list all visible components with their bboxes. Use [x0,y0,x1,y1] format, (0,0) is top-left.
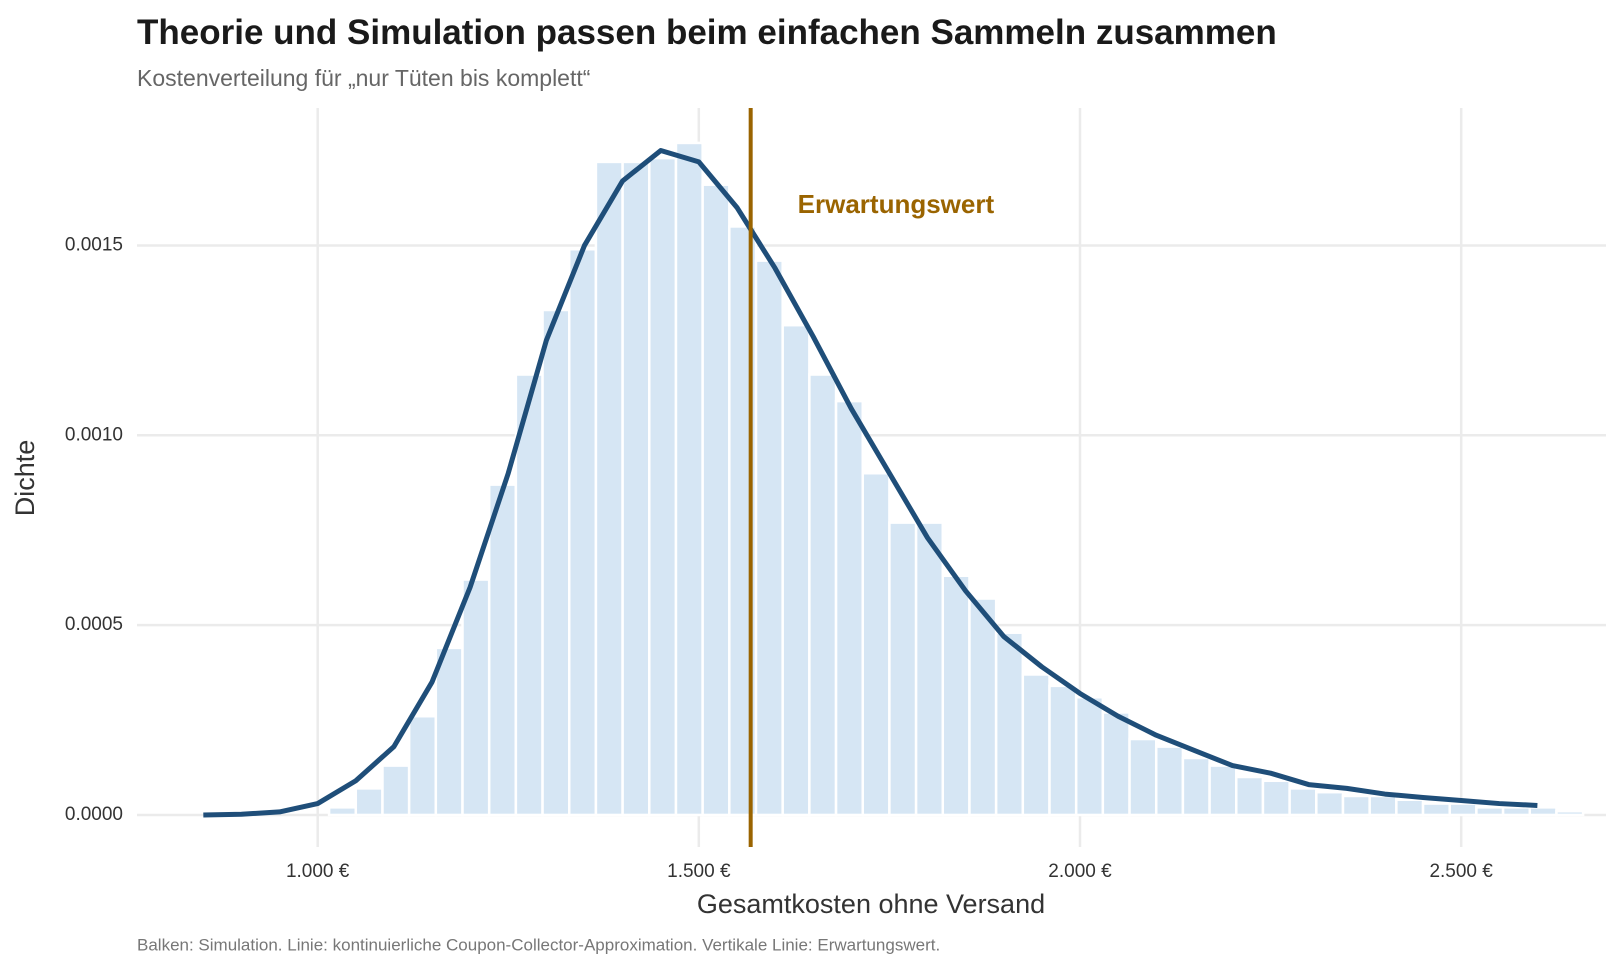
bar [1021,673,1051,817]
bar [1235,775,1265,817]
y-axis-title: Dichte [10,440,40,517]
bar [621,160,651,817]
bar [567,247,598,817]
bar [941,574,971,817]
bar [648,156,678,817]
x-tick-label: 1.500 € [667,861,731,882]
bar [754,259,784,817]
plot-area: Erwartungswert [203,108,1585,847]
bar [1315,790,1345,817]
bar [1528,806,1558,817]
bar [487,483,518,817]
chart-subtitle: Kostenverteilung für „nur Tüten bis komp… [137,65,590,91]
bar [808,373,838,817]
bar [1048,684,1078,817]
bar [407,714,438,817]
bar [1261,779,1291,817]
bar [1208,764,1238,817]
bar [1475,806,1505,817]
bar [1288,787,1318,817]
bar [1555,809,1585,817]
y-tick-label: 0.0005 [65,614,123,635]
y-tick-label: 0.0010 [65,424,123,445]
caption: Balken: Simulation. Linie: kontinuierlic… [137,935,940,954]
bar [834,399,864,817]
bar [914,521,945,817]
bar [1154,745,1185,817]
bar [1395,798,1425,817]
bar [994,631,1025,817]
bar [674,141,704,817]
bar [1501,806,1532,817]
bar [888,521,918,817]
bar [354,787,384,817]
bar [434,646,464,817]
bar [514,373,544,817]
bar [1074,696,1105,817]
x-tick-label: 2.500 € [1429,861,1493,882]
bar [461,578,491,817]
y-tick-label: 0.0015 [65,234,123,255]
y-tick-label: 0.0000 [65,804,123,825]
bar [541,308,571,817]
reference-label: Erwartungswert [798,189,995,219]
x-tick-label: 2.000 € [1048,861,1112,882]
x-axis-title: Gesamtkosten ohne Versand [697,889,1045,919]
x-tick-label: 1.000 € [286,861,350,882]
bar [1181,756,1211,817]
bar [968,597,998,817]
density-line [203,148,1538,818]
bar [861,471,891,817]
bar [594,160,624,817]
bar [1421,802,1451,817]
bar [1448,802,1478,817]
bar [1368,794,1398,817]
bar [327,806,358,817]
bar [1101,711,1131,817]
bar [781,323,811,817]
bar [1341,794,1371,817]
chart-title: Theorie und Simulation passen beim einfa… [137,13,1277,52]
bar [381,764,411,817]
bar [701,183,731,817]
bar [1128,737,1158,817]
